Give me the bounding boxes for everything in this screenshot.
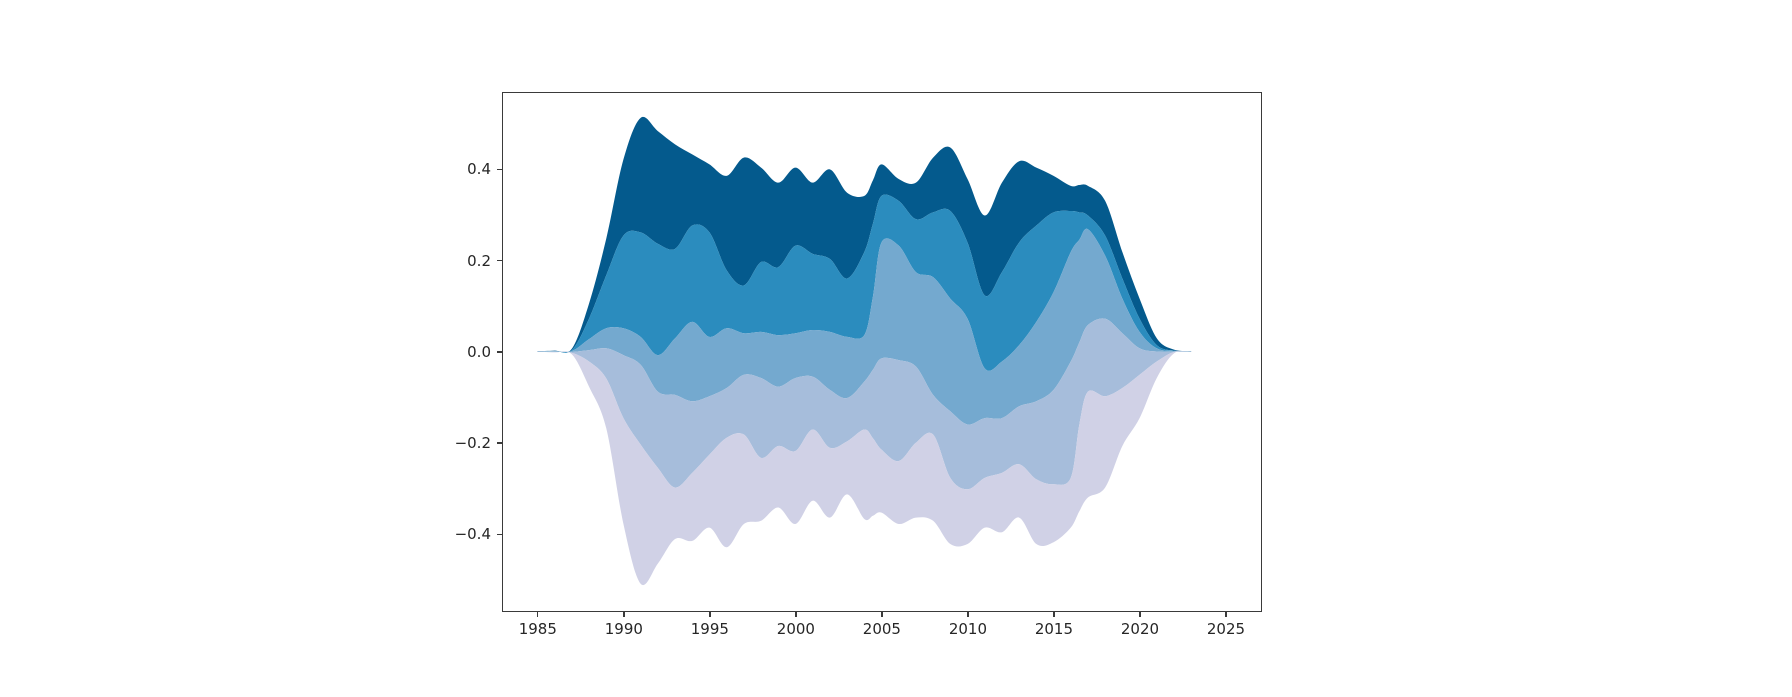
x-tick-label: 2025 bbox=[1206, 620, 1246, 638]
stream-layer-series-1 bbox=[537, 116, 1192, 353]
y-tick bbox=[497, 351, 502, 353]
x-tick bbox=[795, 612, 797, 617]
x-tick-label: 1990 bbox=[604, 620, 643, 638]
y-tick-label: −0.4 bbox=[454, 525, 491, 544]
x-tick bbox=[881, 612, 883, 617]
x-tick-label: 2015 bbox=[1034, 620, 1074, 638]
x-tick bbox=[1139, 612, 1141, 617]
y-tick bbox=[497, 259, 502, 262]
y-tick-label: 0.4 bbox=[467, 160, 491, 179]
x-tick-label: 2010 bbox=[948, 620, 988, 638]
axes-frame bbox=[502, 92, 1262, 612]
stream-layer-series-2 bbox=[537, 194, 1192, 371]
x-tick bbox=[967, 612, 969, 617]
stream-layer-series-5 bbox=[537, 351, 1192, 586]
y-tick-label: 0.0 bbox=[467, 342, 491, 361]
x-tick bbox=[1053, 612, 1055, 617]
x-tick-label: 2005 bbox=[862, 620, 901, 638]
stream-layer-series-3 bbox=[537, 228, 1192, 425]
x-tick bbox=[623, 612, 625, 617]
x-tick bbox=[1225, 612, 1227, 617]
y-tick-label: −0.2 bbox=[454, 434, 491, 453]
x-tick-label: 2000 bbox=[776, 620, 815, 638]
y-tick bbox=[497, 533, 502, 536]
y-tick bbox=[497, 168, 502, 171]
x-tick-label: 1985 bbox=[518, 620, 557, 638]
y-tick bbox=[497, 442, 502, 444]
y-tick-label: 0.2 bbox=[467, 251, 491, 270]
x-tick-label: 2020 bbox=[1120, 620, 1160, 638]
stream-layer-series-4 bbox=[537, 318, 1192, 490]
x-tick bbox=[537, 612, 539, 617]
x-tick-label: 1995 bbox=[690, 620, 729, 638]
streamgraph-canvas bbox=[537, 116, 1192, 586]
x-tick bbox=[709, 612, 711, 617]
